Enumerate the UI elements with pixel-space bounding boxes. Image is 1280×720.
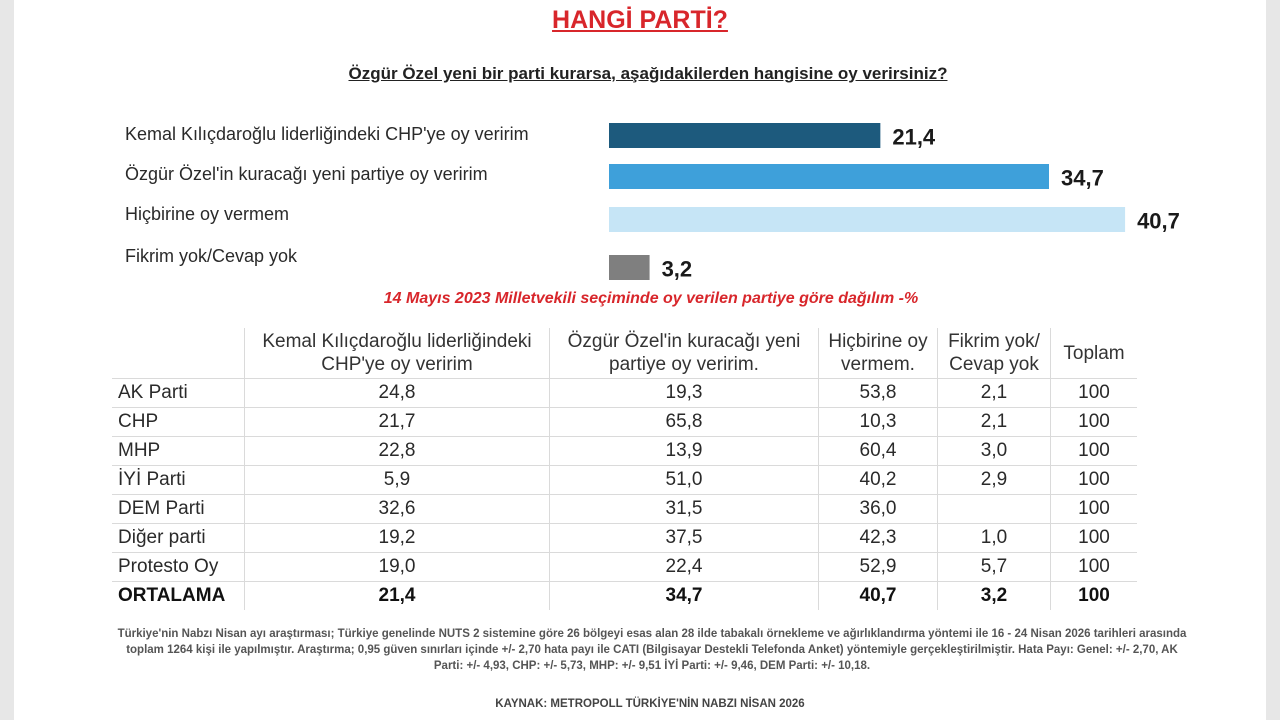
table-cell: 5,7: [937, 552, 1051, 582]
row-label: MHP: [112, 436, 245, 466]
table-row: MHP 22,8 13,9 60,4 3,0 100: [112, 436, 1137, 466]
row-label: ORTALAMA: [112, 581, 245, 610]
table-cell: 22,8: [244, 436, 550, 466]
bar: [609, 123, 881, 148]
table-cell: 53,8: [818, 378, 938, 408]
table-cell: 40,7: [818, 581, 938, 610]
table-header-row: Kemal Kılıçdaroğlu liderliğindeki CHP'ye…: [112, 328, 1137, 379]
table-cell: 19,2: [244, 523, 550, 553]
row-label: İYİ Parti: [112, 465, 245, 495]
table-cell: 40,2: [818, 465, 938, 495]
value-label: 40,7: [1137, 209, 1180, 234]
table-cell: 2,9: [937, 465, 1051, 495]
table-cell: 100: [1050, 523, 1137, 553]
table-row: ORTALAMA 21,4 34,7 40,7 3,2 100: [112, 581, 1137, 610]
right-margin: [1266, 0, 1280, 720]
table-cell: 100: [1050, 436, 1137, 466]
table-subtitle: 14 Mayıs 2023 Milletvekili seçiminde oy …: [383, 290, 919, 307]
table-cell: 19,0: [244, 552, 550, 582]
table-row: İYİ Parti 5,9 51,0 40,2 2,9 100: [112, 465, 1137, 495]
header-cell-no-answer: Fikrim yok/ Cevap yok: [937, 328, 1051, 379]
category-label: Hiçbirine oy vermem: [125, 204, 289, 224]
table-cell: 24,8: [244, 378, 550, 408]
table-row: CHP 21,7 65,8 10,3 2,1 100: [112, 407, 1137, 437]
table-cell: 10,3: [818, 407, 938, 437]
table-cell: 2,1: [937, 378, 1051, 408]
table-cell: 52,9: [818, 552, 938, 582]
table-cell: [937, 494, 1051, 524]
table-cell: 37,5: [549, 523, 819, 553]
breakdown-table: Kemal Kılıçdaroğlu liderliğindeki CHP'ye…: [112, 328, 1137, 610]
table-cell: 21,7: [244, 407, 550, 437]
row-label: Protesto Oy: [112, 552, 245, 582]
table-cell: 100: [1050, 378, 1137, 408]
table-cell: 60,4: [818, 436, 938, 466]
page-title: HANGİ PARTİ?: [552, 6, 728, 34]
table-cell: 1,0: [937, 523, 1051, 553]
table-row: DEM Parti 32,6 31,5 36,0 100: [112, 494, 1137, 524]
value-label: 34,7: [1061, 166, 1104, 191]
table-cell: 22,4: [549, 552, 819, 582]
table-cell: 65,8: [549, 407, 819, 437]
table-cell: 34,7: [549, 581, 819, 610]
header-cell-none: Hiçbirine oy vermem.: [818, 328, 938, 379]
table-cell: 3,2: [937, 581, 1051, 610]
bar-chart: Kemal Kılıçdaroğlu liderliğindeki CHP'ye…: [125, 123, 1180, 282]
table-row: AK Parti 24,8 19,3 53,8 2,1 100: [112, 378, 1137, 408]
bar: [609, 164, 1049, 189]
table-cell: 21,4: [244, 581, 550, 610]
table-cell: 3,0: [937, 436, 1051, 466]
category-label: Kemal Kılıçdaroğlu liderliğindeki CHP'ye…: [125, 124, 529, 144]
table-cell: 31,5: [549, 494, 819, 524]
table-cell: 100: [1050, 494, 1137, 524]
header-cell-chp: Kemal Kılıçdaroğlu liderliğindeki CHP'ye…: [244, 328, 550, 379]
table-cell: 5,9: [244, 465, 550, 495]
table-cell: 100: [1050, 552, 1137, 582]
table-cell: 36,0: [818, 494, 938, 524]
row-label: Diğer parti: [112, 523, 245, 553]
value-label: 21,4: [892, 125, 936, 150]
row-label: AK Parti: [112, 378, 245, 408]
table-cell: 2,1: [937, 407, 1051, 437]
bar: [609, 207, 1126, 232]
table-row: Protesto Oy 19,0 22,4 52,9 5,7 100: [112, 552, 1137, 582]
survey-question: Özgür Özel yeni bir parti kurarsa, aşağı…: [348, 64, 948, 83]
category-label: Fikrim yok/Cevap yok: [125, 246, 298, 266]
methodology-footnote: Türkiye'nin Nabzı Nisan ayı araştırması;…: [117, 628, 1187, 672]
table-cell: 100: [1050, 465, 1137, 495]
table-cell: 19,3: [549, 378, 819, 408]
header-cell-new-party: Özgür Özel'in kuracağı yeni partiye oy v…: [549, 328, 819, 379]
table-cell: 51,0: [549, 465, 819, 495]
header-cell-party: [112, 328, 245, 379]
row-label: DEM Parti: [112, 494, 245, 524]
table-cell: 13,9: [549, 436, 819, 466]
row-label: CHP: [112, 407, 245, 437]
table-row: Diğer parti 19,2 37,5 42,3 1,0 100: [112, 523, 1137, 553]
left-margin: [0, 0, 14, 720]
table-cell: 100: [1050, 407, 1137, 437]
category-label: Özgür Özel'in kuracağı yeni partiye oy v…: [125, 164, 488, 184]
value-label: 3,2: [662, 257, 693, 282]
table-cell: 42,3: [818, 523, 938, 553]
bar: [609, 255, 650, 280]
source-line: KAYNAK: METROPOLL TÜRKİYE'NİN NABZI NİSA…: [495, 698, 805, 710]
table-cell: 32,6: [244, 494, 550, 524]
header-cell-total: Toplam: [1050, 328, 1137, 379]
table-cell: 100: [1050, 581, 1137, 610]
